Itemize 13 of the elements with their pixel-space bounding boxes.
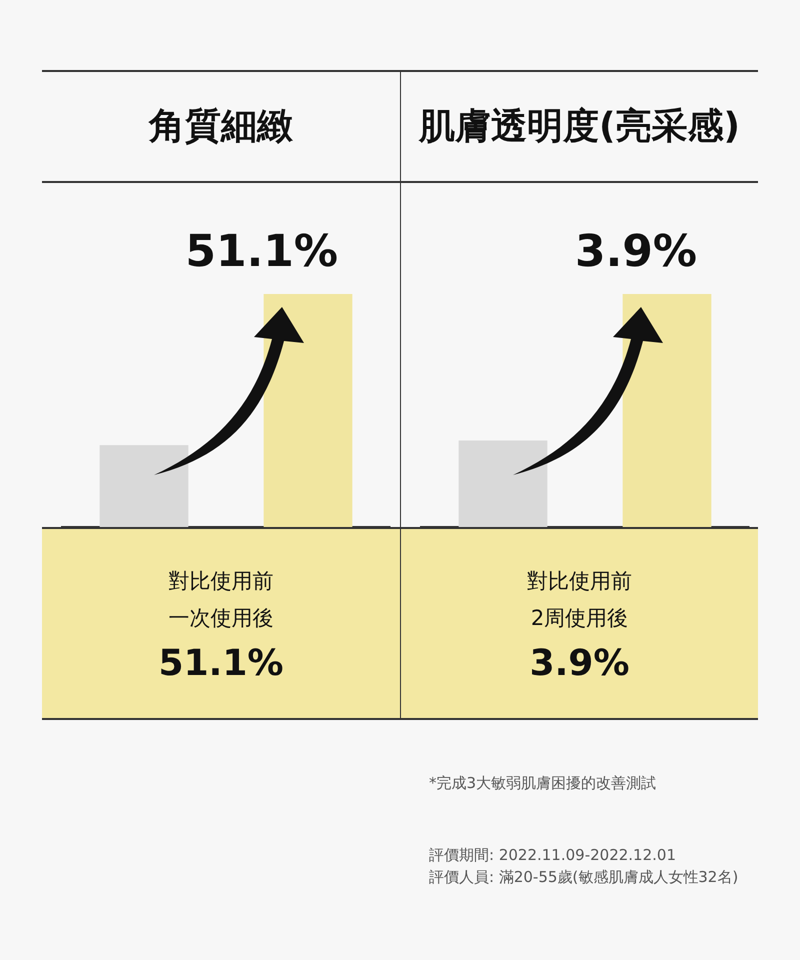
text: 51.1% <box>158 642 284 686</box>
text: 51.1% <box>185 226 338 277</box>
text: 3.9% <box>528 642 630 686</box>
text: 2周使用後 <box>530 605 630 632</box>
text: *完成3大敏弱肌膚困擾的改善測試 <box>429 773 658 794</box>
chart-title: 角質細緻 <box>42 72 400 183</box>
text: 一次使用後 <box>168 605 274 632</box>
text: 評價人員: 滿20-55歲(敏感肌膚成人女性32名) <box>429 867 740 888</box>
text: 對比使用前 <box>526 568 633 595</box>
chart-title: 肌膚透明度(亮采感) <box>401 72 758 183</box>
text: 3.9% <box>574 226 697 277</box>
text: 對比使用前 <box>168 568 274 595</box>
text: 評價期間: 2022.11.09-2022.12.01 <box>429 845 678 866</box>
